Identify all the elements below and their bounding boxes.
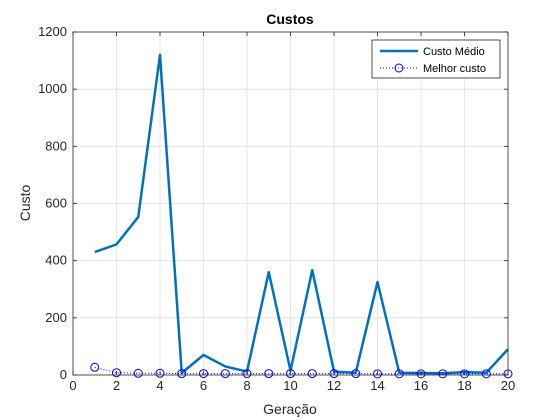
data-point-melhor-custo [220,369,230,379]
y-tick-label: 800 [45,138,67,153]
data-point-melhor-custo [394,369,404,379]
legend-box [371,39,501,79]
data-point-melhor-custo [133,368,143,378]
data-point-melhor-custo [286,369,295,379]
data-point-melhor-custo [438,369,448,379]
data-point-melhor-custo [264,369,274,379]
legend-label-custo-medio: Custo Médio [423,46,485,58]
x-tick-label: 14 [370,378,384,393]
legend: Custo Médio Melhor custo [371,39,501,79]
data-point-melhor-custo [373,369,382,379]
y-tick-label: 600 [45,196,67,211]
legend-label-melhor-custo: Melhor custo [423,63,486,75]
grid [73,32,508,375]
y-tick-label: 1200 [38,24,67,39]
data-point-melhor-custo [199,369,208,379]
x-tick-label: 0 [69,378,76,393]
x-tick-label: 4 [156,378,163,393]
y-tick-label: 1000 [38,81,67,96]
x-tick-label: 18 [457,378,471,393]
x-tick-label: 16 [414,378,428,393]
x-tick-label: 10 [283,378,297,393]
data-point-melhor-custo [242,369,252,379]
series-layer [90,53,513,379]
legend-marker-melhor-custo [394,63,404,73]
data-point-melhor-custo [112,368,121,378]
data-point-melhor-custo [416,369,426,379]
data-point-melhor-custo [177,369,187,379]
data-point-melhor-custo [307,369,317,379]
data-point-melhor-custo [460,369,469,379]
y-tick-label: 0 [60,367,67,382]
x-tick-label: 12 [327,378,341,393]
data-point-melhor-custo [155,368,165,378]
y-tick-label: 200 [45,310,67,325]
y-tick-label: 400 [45,253,67,268]
x-tick-label: 2 [113,378,120,393]
chart-title: Custos [266,11,314,27]
x-tick-label: 8 [243,378,250,393]
data-point-melhor-custo [90,362,100,372]
data-point-melhor-custo [329,369,339,379]
x-axis-label: Geração [263,401,317,417]
data-point-melhor-custo [481,369,491,379]
x-tick-label: 20 [501,378,515,393]
y-axis-label: Custo [17,185,33,222]
x-tick-label: 6 [200,378,207,393]
data-point-melhor-custo [351,369,361,379]
